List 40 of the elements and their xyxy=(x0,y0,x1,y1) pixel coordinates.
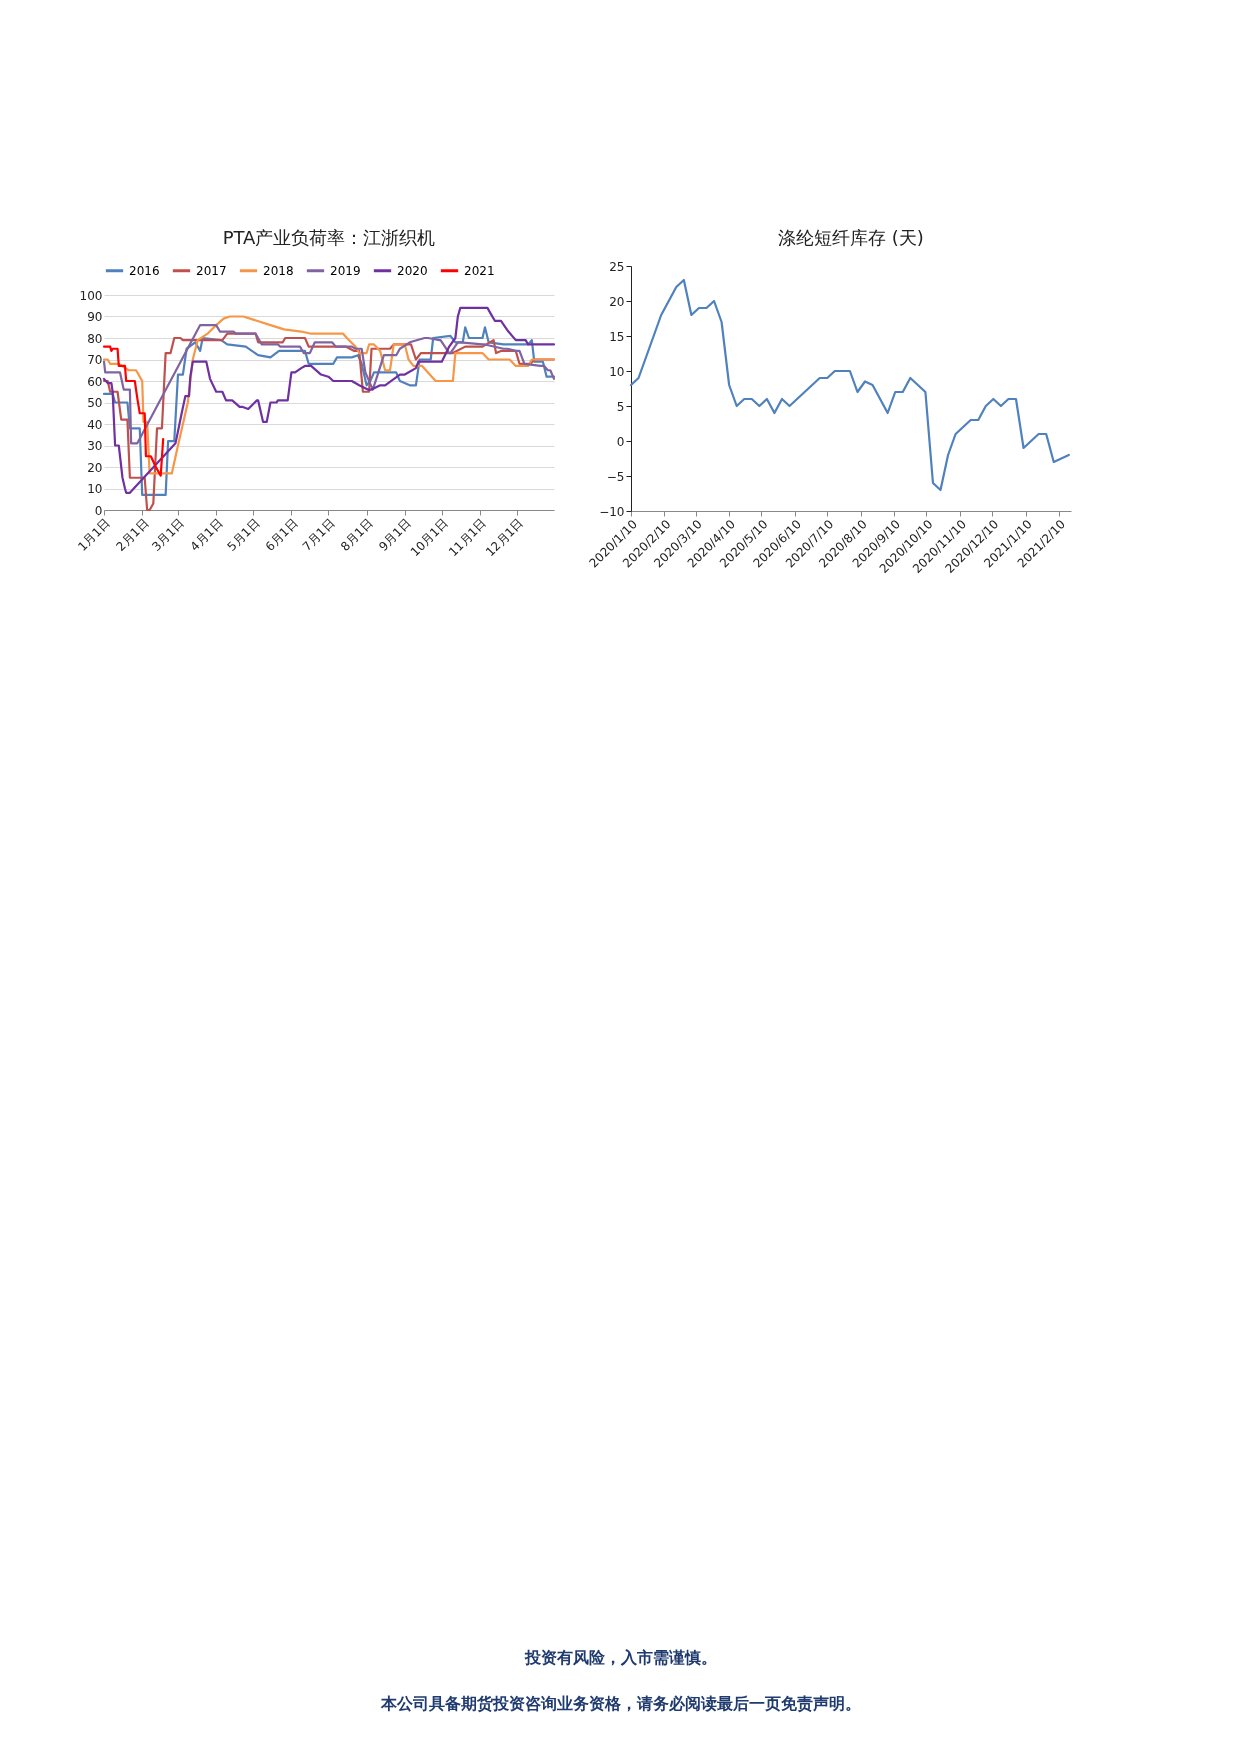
x-tick-label: 2月1日 xyxy=(113,516,152,554)
x-tick-label: 5月1日 xyxy=(224,516,263,554)
y-tick-label: 25 xyxy=(609,259,625,274)
y-tick-label: 70 xyxy=(87,353,103,367)
y-tick-label: 100 xyxy=(79,288,103,303)
line-series xyxy=(102,345,165,477)
line-series xyxy=(102,324,556,445)
y-tick-label: 10 xyxy=(609,364,625,379)
x-tick-label: 6月1日 xyxy=(262,516,301,554)
y-tick-label: 50 xyxy=(87,396,103,410)
y-tick-label: 40 xyxy=(87,417,103,432)
y-tick-label: −10 xyxy=(599,504,625,519)
chart-title: PTA产业负荷率：江浙织机 xyxy=(222,227,436,248)
y-tick-label: 80 xyxy=(87,331,103,346)
y-tick-label: 20 xyxy=(87,460,103,475)
x-tick-label: 8月1日 xyxy=(337,516,376,554)
y-tick-label: 15 xyxy=(609,329,625,344)
x-tick-label: 1月1日 xyxy=(75,516,113,554)
y-tick-label: 20 xyxy=(609,294,625,309)
y-tick-label: 30 xyxy=(87,439,103,453)
text: 投资有风险，入市需谨慎。 xyxy=(523,1647,718,1669)
legend-label: 2017 xyxy=(196,263,227,278)
y-tick-label: 60 xyxy=(87,374,103,389)
y-tick-label: 0 xyxy=(94,503,103,518)
x-tick-label: 3月1日 xyxy=(149,516,187,554)
legend-label: 2020 xyxy=(397,263,428,278)
x-tick-label: 4月1日 xyxy=(187,516,226,554)
chart-title: 涤纶短纤库存 (天) xyxy=(778,227,924,248)
y-tick-label: 0 xyxy=(616,434,625,449)
line-series xyxy=(629,278,1070,492)
y-tick-label: 90 xyxy=(87,310,103,324)
y-tick-label: 10 xyxy=(87,482,103,496)
text: 本公司具备期货投资咨询业务资格，请务必阅读最后一页免责声明。 xyxy=(379,1693,862,1715)
legend-label: 2016 xyxy=(129,263,160,278)
y-tick-label: 5 xyxy=(616,399,625,414)
x-tick-label: 7月1日 xyxy=(299,516,338,554)
legend-label: 2021 xyxy=(464,263,495,278)
legend-label: 2019 xyxy=(330,263,361,278)
y-tick-label: −5 xyxy=(606,469,625,484)
legend-label: 2018 xyxy=(263,263,294,278)
